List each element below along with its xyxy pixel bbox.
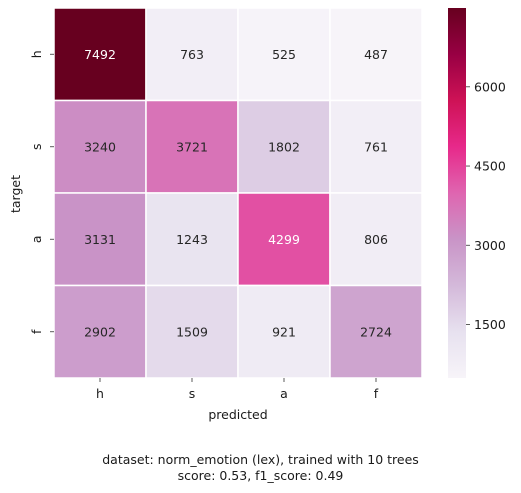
heatmap-cell [329, 99, 423, 194]
cell-value-label: 4299 [268, 232, 300, 247]
heatmap-cell [53, 7, 147, 102]
cell-value-label: 1509 [176, 324, 208, 339]
colorbar-tick-label: 4500 [474, 159, 506, 174]
x-tick-label: s [189, 386, 196, 401]
cell-value-label: 2724 [360, 324, 392, 339]
colorbar-tick-label: 6000 [474, 79, 506, 94]
cell-value-label: 921 [272, 324, 296, 339]
heatmap-cell [329, 284, 423, 379]
y-tick-label: f [29, 329, 44, 334]
heatmap-cell [145, 192, 239, 287]
x-axis-label: predicted [208, 407, 267, 422]
heatmap-cell [237, 7, 331, 102]
heatmap-cell [145, 7, 239, 102]
heatmap-cell [329, 7, 423, 102]
cell-value-label: 761 [364, 139, 388, 154]
colorbar: 1500 3000 4500 6000 [448, 8, 506, 378]
x-tick-label: a [280, 386, 288, 401]
cell-value-label: 763 [180, 47, 204, 62]
y-axis-ticks: h s a f [29, 50, 54, 334]
y-tick-label: s [29, 143, 44, 150]
cell-value-label: 1802 [268, 139, 300, 154]
heatmap-cells: 7492 763 525 487 3240 3721 1802 761 3131 1243 4299… [53, 7, 423, 379]
colorbar-tick-label: 3000 [474, 238, 506, 253]
heatmap-cell [329, 192, 423, 287]
caption-dataset: dataset: norm_emotion (lex), trained wit… [102, 452, 419, 467]
cell-value-label: 2902 [84, 324, 116, 339]
y-tick-label: h [29, 50, 44, 58]
caption-score: score: 0.53, f1_score: 0.49 [177, 468, 344, 483]
cell-value-label: 487 [364, 47, 388, 62]
cell-value-label: 3240 [84, 139, 116, 154]
cell-value-label: 7492 [84, 47, 116, 62]
y-tick-label: a [29, 235, 44, 243]
cell-value-label: 3721 [176, 139, 208, 154]
cell-value-label: 1243 [176, 232, 208, 247]
x-tick-label: h [96, 386, 104, 401]
heatmap-cell [145, 99, 239, 194]
colorbar-tick-label: 1500 [474, 317, 506, 332]
cell-value-label: 3131 [84, 232, 116, 247]
colorbar-gradient [448, 8, 466, 378]
cell-value-label: 525 [272, 47, 296, 62]
cell-value-label: 806 [364, 232, 388, 247]
heatmap-cell [145, 284, 239, 379]
x-tick-label: f [374, 386, 379, 401]
y-axis-label: target [8, 175, 23, 213]
